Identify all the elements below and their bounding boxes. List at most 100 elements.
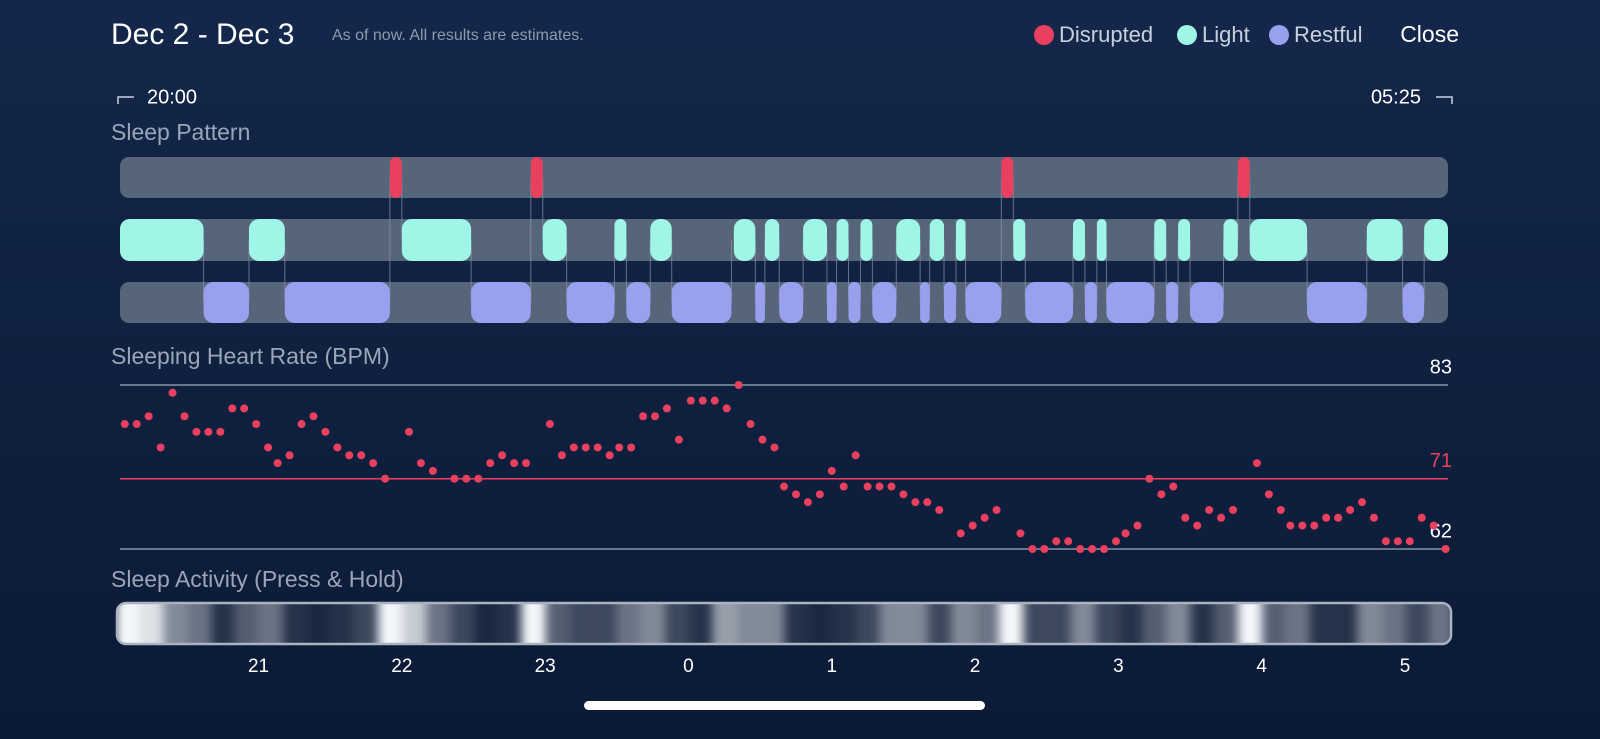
heart-rate-point <box>839 482 848 491</box>
heart-rate-point <box>746 420 755 429</box>
activity-cell <box>951 604 976 643</box>
section-title: Sleeping Heart Rate (BPM) <box>111 343 390 369</box>
close-button[interactable]: Close <box>1400 21 1459 47</box>
activity-cell <box>831 604 857 643</box>
activity-cell <box>592 604 618 643</box>
heart-rate-point <box>875 482 884 491</box>
heart-rate-point <box>1040 545 1049 553</box>
heart-rate-point <box>180 412 189 421</box>
sleep-segment <box>650 219 672 261</box>
x-tick-label: 22 <box>391 656 412 677</box>
sleep-segment <box>733 219 756 261</box>
activity-cell <box>879 604 904 643</box>
row-track <box>120 157 1448 198</box>
activity-cell <box>712 604 737 643</box>
heart-rate-point <box>1276 505 1285 514</box>
sleep-segment <box>626 282 651 323</box>
heart-rate-point <box>686 396 695 405</box>
heart-rate-point <box>698 396 707 405</box>
heart-rate-point <box>345 451 354 460</box>
sleep-segment <box>1073 219 1085 261</box>
x-tick-label: 21 <box>248 656 269 677</box>
heart-rate-point <box>1229 505 1238 514</box>
x-tick-label: 5 <box>1400 656 1411 677</box>
sleep-segment <box>542 219 567 261</box>
sleep-segment <box>1402 282 1425 323</box>
sleep-segment <box>530 157 543 198</box>
activity-cell <box>521 604 546 643</box>
sleep-segment <box>248 219 285 261</box>
activity-cell <box>425 604 451 643</box>
sleep-segment <box>836 219 849 261</box>
heart-rate-point <box>333 443 342 452</box>
sleep-segment <box>1001 157 1014 198</box>
activity-cell <box>306 604 331 643</box>
activity-cell <box>1142 604 1167 643</box>
heart-rate-point <box>120 420 129 429</box>
heart-rate-point <box>132 420 141 429</box>
heart-rate-point <box>887 482 896 491</box>
sleep-segment <box>826 282 837 323</box>
sleep-segment <box>566 282 615 323</box>
sleep-segment <box>614 219 627 261</box>
sleep-segment <box>1013 219 1026 261</box>
heart-rate-point <box>827 466 836 475</box>
heart-rate-point <box>252 420 261 429</box>
heart-rate-point <box>1358 498 1367 507</box>
average-label: 71 <box>1430 450 1452 472</box>
activity-cell <box>162 604 188 643</box>
start-time: 20:00 <box>147 86 197 108</box>
sleep-segment <box>1096 219 1107 261</box>
activity-cell <box>903 604 928 643</box>
heart-rate-point <box>1286 521 1295 530</box>
activity-cell <box>784 604 809 643</box>
activity-border <box>115 601 1453 646</box>
heart-rate-point <box>144 412 153 421</box>
activity-cell <box>1166 604 1191 643</box>
heart-rate-point <box>557 451 566 460</box>
heart-rate-point <box>1064 537 1073 546</box>
activity-cell <box>1046 604 1072 643</box>
heart-rate-point <box>522 459 531 468</box>
heart-rate-point <box>1205 505 1214 514</box>
heart-rate-point <box>156 443 165 452</box>
heart-rate-point <box>627 443 636 452</box>
heart-rate-point <box>734 381 743 389</box>
activity-cell <box>998 604 1024 643</box>
activity-cell <box>1428 604 1450 643</box>
activity-cell <box>1381 604 1406 643</box>
heart-rate-point <box>758 435 767 444</box>
activity-cell <box>354 604 379 643</box>
sleep-segment <box>203 282 249 323</box>
sleep-segment <box>848 282 861 323</box>
heart-rate-point <box>228 404 237 413</box>
sleep-segment <box>1307 282 1367 323</box>
row-track <box>120 219 1448 261</box>
heart-rate-point <box>923 498 932 507</box>
legend-label: Light <box>1202 22 1250 47</box>
heart-rate-point <box>1417 513 1426 522</box>
legend-label: Disrupted <box>1059 22 1153 47</box>
sleep-segment <box>1190 282 1224 323</box>
heart-rate-point <box>381 474 390 483</box>
activity-cell <box>1237 604 1263 643</box>
sleep-segment <box>860 219 873 261</box>
activity-cell <box>210 604 236 643</box>
heart-rate-point <box>1441 545 1450 553</box>
sleep-segment <box>896 219 921 261</box>
activity-cell <box>282 604 307 643</box>
activity-cell <box>616 604 642 643</box>
y-tick-label: 83 <box>1430 356 1452 378</box>
heart-rate-point <box>980 513 989 522</box>
sleep-segment <box>920 282 930 323</box>
activity-cell <box>258 604 283 643</box>
activity-cell <box>186 604 212 643</box>
heart-rate-point <box>1112 537 1120 546</box>
activity-cell <box>330 604 355 643</box>
sleep-segment <box>965 282 1002 323</box>
heart-rate-point <box>956 529 965 538</box>
heart-rate-point <box>722 404 731 413</box>
title: Dec 2 - Dec 3 <box>111 18 294 51</box>
activity-cell <box>1405 604 1430 643</box>
